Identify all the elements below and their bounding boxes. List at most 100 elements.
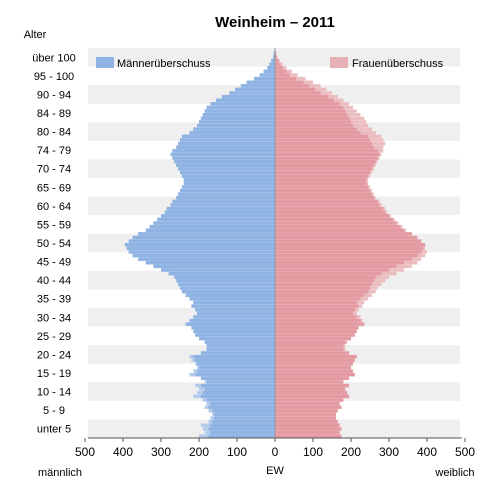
x-tick-label: 500 xyxy=(75,445,95,459)
female-bar xyxy=(275,188,370,193)
age-label: 20 - 24 xyxy=(37,349,71,361)
male-bar xyxy=(128,250,275,254)
female-bar xyxy=(275,365,351,370)
male-bar xyxy=(210,423,275,427)
male-bar xyxy=(229,91,275,95)
male-bar xyxy=(185,322,275,326)
female-bar xyxy=(275,271,382,276)
chart-title: Weinheim – 2011 xyxy=(215,14,335,31)
female-bar xyxy=(275,66,283,70)
female-bar xyxy=(275,405,342,409)
female-bar xyxy=(275,131,361,135)
female-bar xyxy=(275,268,389,272)
male-bar xyxy=(216,98,275,102)
male-bar xyxy=(161,214,275,218)
male-bar xyxy=(210,401,275,406)
male-bar xyxy=(195,373,275,377)
female-bar xyxy=(275,192,372,196)
male-bar xyxy=(145,261,275,265)
female-bar xyxy=(275,123,353,128)
x-tick-label: 200 xyxy=(189,445,209,459)
age-label: 5 - 9 xyxy=(43,405,65,417)
y-axis-title: Alter xyxy=(24,29,47,41)
male-bar xyxy=(180,286,275,290)
male-bar xyxy=(124,243,276,247)
male-bar xyxy=(174,159,275,164)
female-bar xyxy=(275,264,397,269)
age-label: 65 - 69 xyxy=(37,182,71,194)
x-tick-label: 400 xyxy=(417,445,437,459)
female-bar xyxy=(275,369,353,373)
male-bar xyxy=(164,210,275,214)
male-bar xyxy=(181,185,275,189)
male-bar xyxy=(180,170,275,175)
male-bar xyxy=(178,282,275,287)
male-bar xyxy=(254,76,275,81)
female-bar xyxy=(275,257,412,261)
female-bar xyxy=(275,141,372,146)
male-bar xyxy=(195,308,275,312)
legend-swatch-male xyxy=(96,57,114,68)
male-bar xyxy=(200,351,275,355)
male-bar xyxy=(181,289,275,294)
male-bar xyxy=(195,333,275,337)
male-bar xyxy=(200,383,275,388)
male-bar xyxy=(204,109,275,113)
female-bar xyxy=(275,228,405,232)
female-bar xyxy=(275,181,367,186)
male-bar xyxy=(189,297,275,301)
male-bar xyxy=(212,409,275,413)
female-bar xyxy=(275,73,291,77)
age-label: 95 - 100 xyxy=(34,71,74,83)
female-bar xyxy=(275,69,287,74)
female-bar xyxy=(275,286,370,290)
female-bar xyxy=(275,246,424,251)
female-bar xyxy=(275,380,344,384)
female-bar xyxy=(275,58,279,63)
male-bar xyxy=(181,134,275,139)
male-bar xyxy=(185,293,275,297)
male-bar xyxy=(128,239,275,243)
female-bar xyxy=(275,297,361,301)
female-bar xyxy=(275,311,353,316)
male-bar xyxy=(202,113,275,117)
male-bar xyxy=(178,192,275,196)
female-bar xyxy=(275,203,380,207)
age-label: 15 - 19 xyxy=(37,368,71,380)
male-bar xyxy=(180,188,275,193)
age-label: 10 - 14 xyxy=(37,387,71,399)
male-bar xyxy=(183,181,275,186)
male-bar xyxy=(145,228,275,232)
female-bar xyxy=(275,308,355,312)
female-bar xyxy=(275,196,374,200)
age-label: 74 - 79 xyxy=(37,145,71,157)
female-bar xyxy=(275,391,348,395)
age-label: 60 - 64 xyxy=(37,201,71,213)
male-bar xyxy=(149,224,275,229)
male-bar xyxy=(153,264,275,269)
female-bar xyxy=(275,199,378,204)
legend-swatch-female xyxy=(330,57,348,68)
male-bar xyxy=(174,275,275,279)
female-bar xyxy=(275,344,344,348)
male-bar xyxy=(202,391,275,395)
female-bar xyxy=(275,221,397,225)
female-bar xyxy=(275,416,336,420)
female-bar xyxy=(275,336,351,341)
female-bar xyxy=(275,214,389,218)
age-label: 45 - 49 xyxy=(37,257,71,269)
age-label: 70 - 74 xyxy=(37,164,71,176)
x-tick-label: 500 xyxy=(455,445,475,459)
female-bar xyxy=(275,250,422,254)
male-bar xyxy=(197,369,275,373)
female-bar xyxy=(275,401,340,406)
male-bar xyxy=(161,268,275,272)
female-bar xyxy=(275,210,386,214)
male-bar xyxy=(271,58,275,63)
female-bar xyxy=(275,423,340,427)
age-label: über 100 xyxy=(32,52,75,64)
age-label: 90 - 94 xyxy=(37,89,71,101)
female-bar xyxy=(275,434,342,438)
male-bar xyxy=(193,315,275,319)
